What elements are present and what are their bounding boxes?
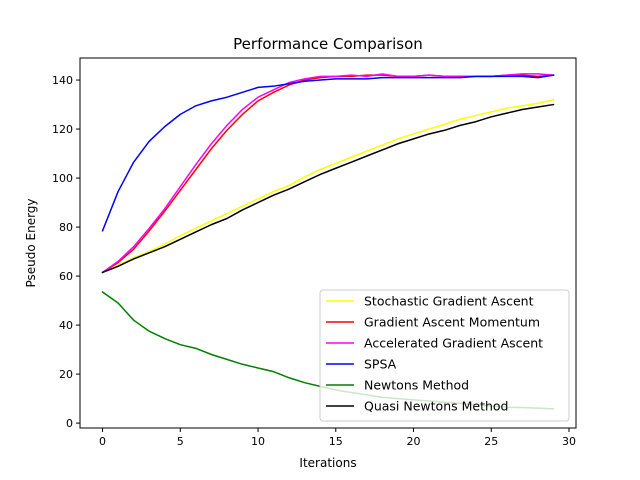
series-line-1 (101, 98, 555, 274)
y-tick-label: 120 (52, 123, 73, 136)
x-tick-label: 30 (562, 435, 576, 448)
series-line-6 (101, 103, 555, 274)
y-tick-label: 100 (52, 172, 73, 185)
legend-label: Gradient Ascent Momentum (364, 315, 540, 330)
x-tick-label: 5 (177, 435, 184, 448)
legend-box (319, 289, 570, 422)
y-tick-label: 140 (52, 74, 73, 87)
plot-lines (101, 73, 555, 410)
y-tick-label: 20 (59, 368, 73, 381)
x-tick-label: 10 (251, 435, 265, 448)
chart-title: Performance Comparison (233, 35, 423, 53)
x-tick-label: 20 (407, 435, 421, 448)
legend-label: Stochastic Gradient Ascent (364, 294, 534, 309)
legend: Stochastic Gradient Ascent Gradient Ascen… (319, 289, 570, 422)
x-tick-label: 15 (329, 435, 343, 448)
x-axis-ticks: 0 5 10 15 20 25 30 (99, 428, 576, 448)
y-tick-label: 80 (59, 221, 73, 234)
y-axis-ticks: 0 20 40 60 80 100 120 140 (52, 74, 80, 430)
plot-frame (79, 57, 577, 429)
y-tick-label: 0 (66, 417, 73, 430)
legend-label: Quasi Newtons Method (364, 399, 508, 414)
legend-label: SPSA (364, 357, 397, 372)
series-line-4 (101, 74, 555, 232)
y-tick-label: 40 (59, 319, 73, 332)
legend-label: Accelerated Gradient Ascent (364, 336, 543, 351)
x-axis-label: Iterations (299, 456, 356, 470)
x-tick-label: 25 (484, 435, 498, 448)
y-axis-label: Pseudo Energy (24, 198, 38, 287)
legend-label: Newtons Method (364, 378, 469, 393)
x-tick-label: 0 (99, 435, 106, 448)
y-tick-label: 60 (59, 270, 73, 283)
